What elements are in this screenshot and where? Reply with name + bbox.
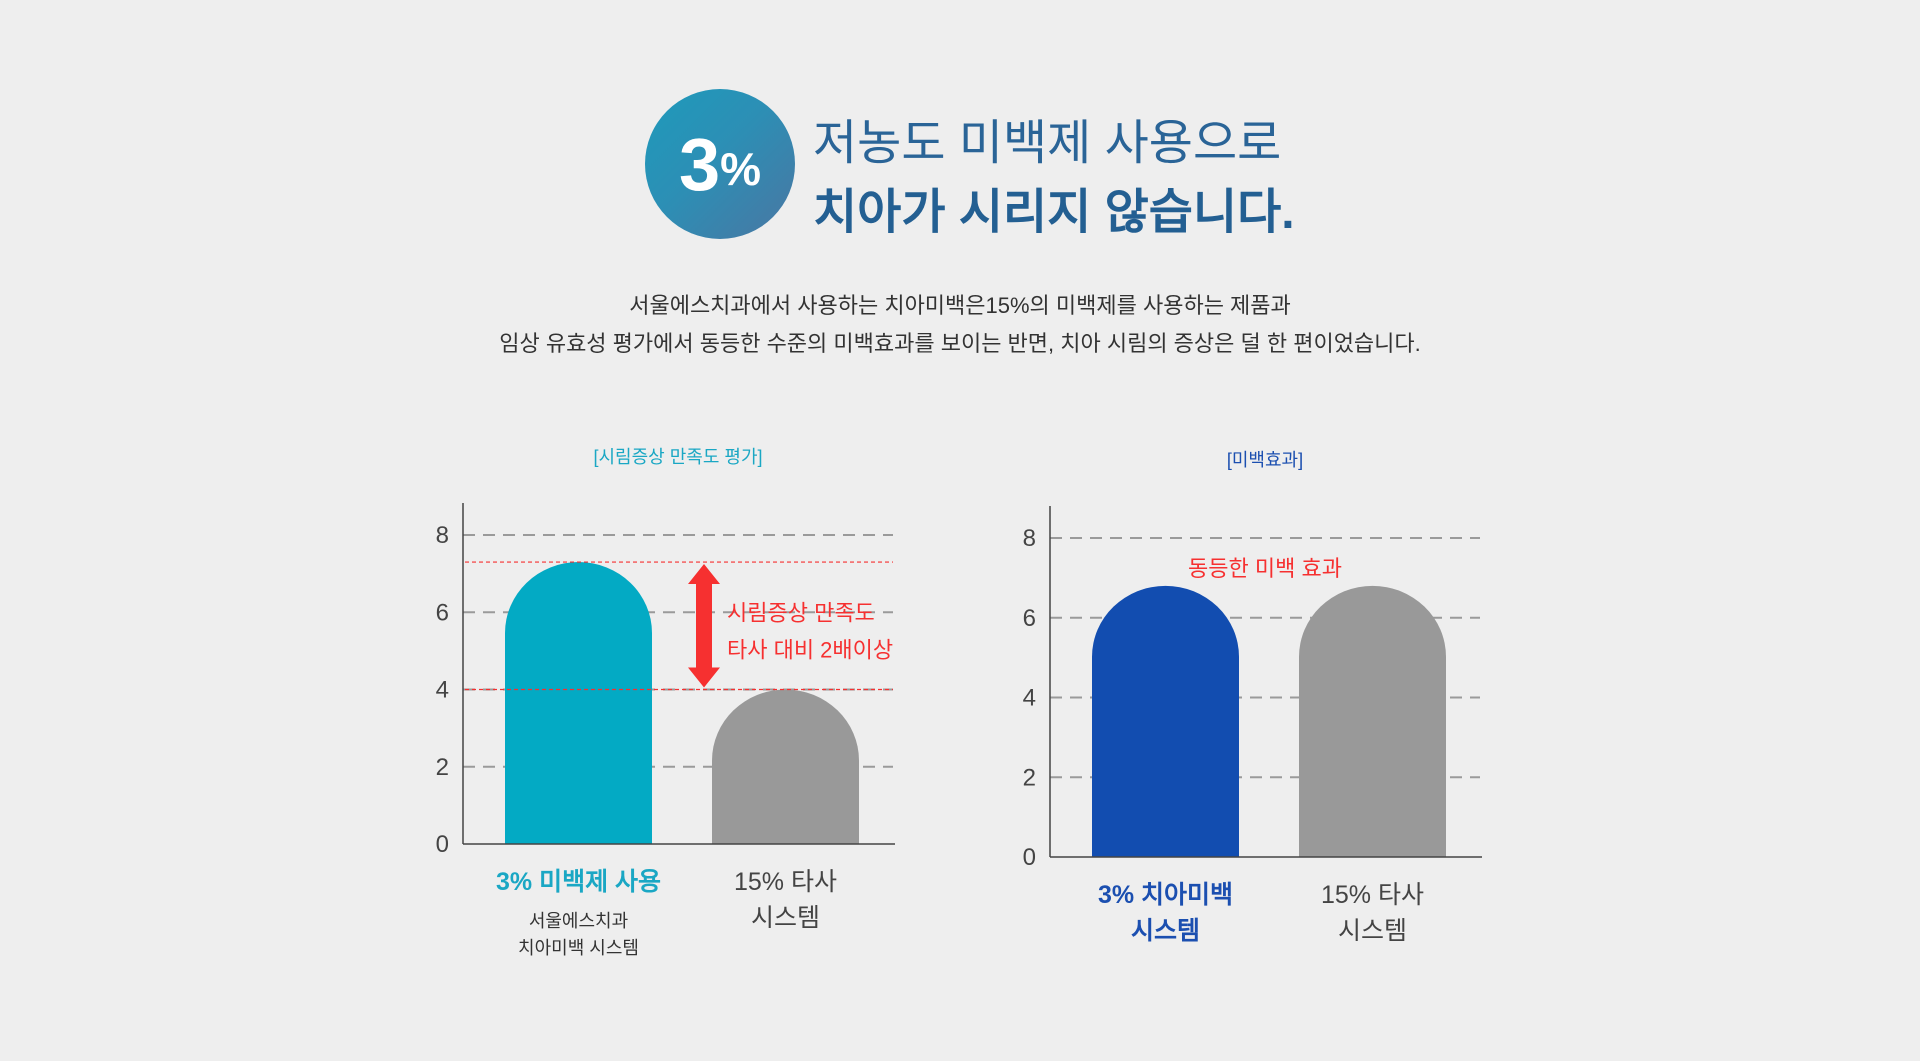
chart-title: [시림증상 만족도 평가] [593,447,762,467]
y-tick-label: 0 [1023,844,1036,871]
y-tick-label: 4 [1023,685,1036,712]
bar [712,689,859,844]
double-arrow-icon [688,564,720,688]
y-tick-label: 2 [1023,764,1036,791]
annotation-text: 시림증상 만족도 [727,600,875,625]
annotation-text: 동등한 미백 효과 [1188,556,1342,581]
bar [1092,585,1239,857]
category-sublabel: 서울에스치과 [529,911,628,931]
category-label-line2: 시스템 [1131,917,1200,945]
category-label: 15% 타사 [734,868,837,896]
description-line2: 임상 유효성 평가에서 동등한 수준의 미백효과를 보이는 반면, 치아 시림의… [499,331,1421,356]
category-label: 3% 미백제 사용 [496,868,661,896]
chart-title: [미백효과] [1227,450,1303,470]
description-line1: 서울에스치과에서 사용하는 치아미백은15%의 미백제를 사용하는 제품과 [629,293,1291,318]
bar [505,562,652,844]
badge-3-percent: 3% [645,89,795,239]
category-label-line2: 시스템 [751,904,820,932]
y-tick-label: 6 [436,599,449,626]
badge-percent: % [720,143,762,195]
bar [1299,585,1446,857]
y-tick-label: 8 [1023,525,1036,552]
category-label: 15% 타사 [1321,881,1424,909]
y-tick-label: 0 [436,831,449,858]
category-label-line2: 시스템 [1338,917,1407,945]
category-label: 3% 치아미백 [1098,881,1233,909]
headline-line1: 저농도 미백제 사용으로 [813,117,1282,170]
y-tick-label: 8 [436,522,449,549]
annotation-text: 타사 대비 2배이상 [727,637,893,662]
category-sublabel: 치아미백 시스템 [518,938,639,958]
y-tick-label: 6 [1023,605,1036,632]
y-tick-label: 4 [436,677,449,704]
badge-number: 3 [678,122,720,206]
headline-line2: 치아가 시리지 않습니다. [813,186,1295,239]
y-tick-label: 2 [436,754,449,781]
